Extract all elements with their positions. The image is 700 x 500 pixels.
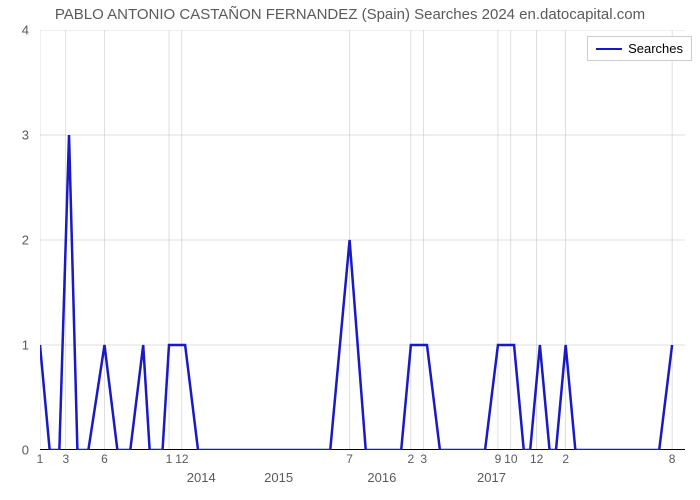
x-tick-label: 12 xyxy=(175,452,188,466)
x-tick-label: 1 xyxy=(37,452,44,466)
plot-area xyxy=(40,30,685,450)
legend-label: Searches xyxy=(628,41,683,56)
y-tick-label: 1 xyxy=(22,338,29,353)
x-year-label: 2017 xyxy=(477,470,506,485)
y-tick-label: 3 xyxy=(22,128,29,143)
chart-title: PABLO ANTONIO CASTAÑON FERNANDEZ (Spain)… xyxy=(0,6,700,23)
x-tick-label: 9 xyxy=(495,452,502,466)
x-tick-label: 2 xyxy=(562,452,569,466)
x-tick-label: 2 xyxy=(408,452,415,466)
x-tick-label: 12 xyxy=(530,452,543,466)
x-axis-minor-labels: 1361127239101228 xyxy=(40,452,685,472)
y-tick-label: 2 xyxy=(22,233,29,248)
y-tick-label: 0 xyxy=(22,443,29,458)
y-tick-label: 4 xyxy=(22,23,29,38)
x-tick-label: 3 xyxy=(62,452,69,466)
legend: Searches xyxy=(587,36,692,61)
y-axis-labels: 01234 xyxy=(0,30,35,450)
x-tick-label: 6 xyxy=(101,452,108,466)
chart-container: PABLO ANTONIO CASTAÑON FERNANDEZ (Spain)… xyxy=(0,0,700,500)
x-year-label: 2014 xyxy=(187,470,216,485)
x-tick-label: 1 xyxy=(166,452,173,466)
x-tick-label: 7 xyxy=(346,452,353,466)
x-axis-major-labels: 2014 2015 2016 2017 xyxy=(40,470,685,490)
legend-line-swatch xyxy=(596,48,622,50)
x-tick-label: 10 xyxy=(504,452,517,466)
x-year-label: 2016 xyxy=(367,470,396,485)
x-year-label: 2015 xyxy=(264,470,293,485)
line-chart-svg xyxy=(40,30,685,450)
x-tick-label: 3 xyxy=(420,452,427,466)
x-tick-label: 8 xyxy=(669,452,676,466)
